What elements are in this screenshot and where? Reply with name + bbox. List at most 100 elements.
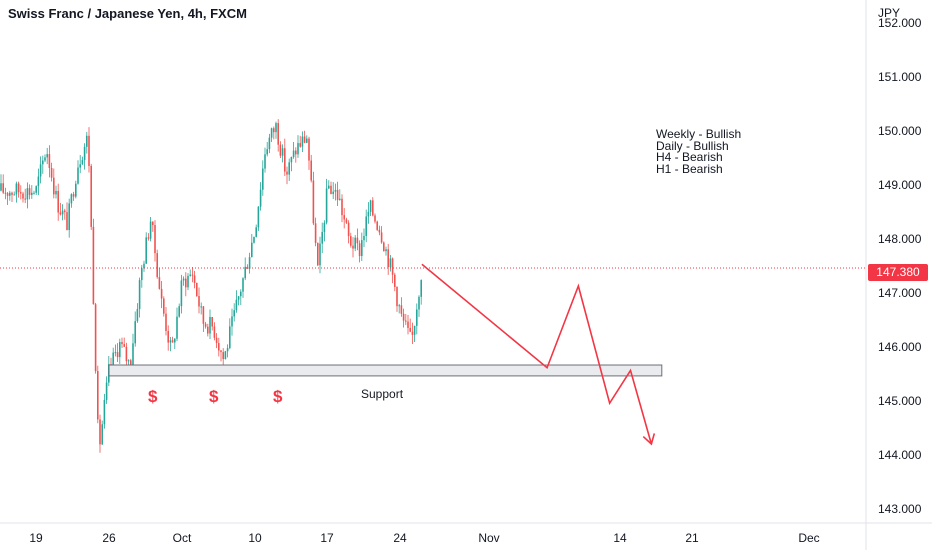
candle-body bbox=[290, 156, 293, 163]
candle-body bbox=[226, 348, 229, 352]
candle-body bbox=[101, 424, 103, 445]
candle-body bbox=[59, 212, 62, 215]
candle-body bbox=[79, 164, 81, 168]
candle-body bbox=[198, 296, 200, 307]
candle-body bbox=[400, 305, 403, 314]
candle-body bbox=[68, 203, 70, 231]
candle-body bbox=[64, 210, 66, 213]
candle-body bbox=[152, 221, 154, 226]
candle-body bbox=[145, 237, 147, 264]
candle-body bbox=[202, 306, 205, 324]
candle-body bbox=[215, 337, 218, 344]
candle-body bbox=[319, 243, 321, 266]
candle-body bbox=[288, 162, 290, 175]
candle-body bbox=[169, 340, 172, 343]
candle-body bbox=[354, 237, 356, 249]
candle-body bbox=[229, 326, 231, 349]
candle-body bbox=[330, 185, 332, 194]
candle-body bbox=[352, 245, 354, 249]
candle-body bbox=[17, 183, 20, 193]
candle-body bbox=[20, 192, 22, 194]
candle-body bbox=[416, 309, 418, 326]
candle-body bbox=[66, 212, 68, 231]
candle-body bbox=[233, 310, 235, 317]
bias-note-h4: H4 - Bearish bbox=[656, 150, 723, 164]
candle-body bbox=[218, 343, 220, 351]
candle-body bbox=[77, 167, 79, 184]
candle-body bbox=[235, 299, 238, 311]
candle-body bbox=[409, 327, 411, 332]
candle-body bbox=[376, 221, 378, 230]
candle-body bbox=[127, 360, 130, 362]
candle-body bbox=[308, 138, 310, 161]
candle-body bbox=[94, 304, 97, 372]
support-zone bbox=[108, 364, 663, 377]
x-tick-label: Oct bbox=[172, 531, 192, 545]
bias-note-daily: Daily - Bullish bbox=[656, 138, 729, 153]
candle-body bbox=[2, 183, 4, 193]
candle-body bbox=[211, 316, 213, 327]
support-marker-1: $ bbox=[148, 387, 158, 406]
candle-body bbox=[240, 291, 242, 297]
candle-body bbox=[92, 226, 95, 305]
candle-body bbox=[314, 223, 317, 243]
candle-body bbox=[369, 200, 372, 212]
candle-body bbox=[347, 222, 350, 237]
candle-body bbox=[22, 193, 24, 199]
candle-body bbox=[277, 123, 279, 145]
candle-body bbox=[42, 160, 44, 165]
candle-body bbox=[270, 128, 273, 138]
candle-body bbox=[204, 323, 207, 327]
candle-body bbox=[167, 330, 169, 343]
candle-body bbox=[343, 215, 345, 220]
candle-body bbox=[325, 188, 328, 223]
candle-body bbox=[149, 221, 152, 239]
candle-body bbox=[328, 185, 330, 189]
candle-body bbox=[182, 278, 185, 281]
candle-body bbox=[262, 168, 264, 190]
x-tick-label: 19 bbox=[29, 531, 43, 545]
candle-body bbox=[174, 338, 176, 343]
y-tick-label: 148.000 bbox=[878, 232, 922, 246]
candle-body bbox=[413, 325, 416, 335]
x-tick-label: 24 bbox=[393, 531, 407, 545]
x-tick-label: 14 bbox=[613, 531, 627, 545]
projection-arrowhead bbox=[642, 433, 656, 446]
candle-body bbox=[103, 399, 106, 425]
candle-body bbox=[275, 123, 277, 133]
candle-body bbox=[24, 198, 26, 200]
x-tick-label: 21 bbox=[685, 531, 699, 545]
candle-body bbox=[207, 326, 209, 334]
candle-body bbox=[143, 263, 145, 269]
candle-body bbox=[402, 313, 405, 321]
candle-body bbox=[33, 192, 35, 194]
y-tick-label: 149.000 bbox=[878, 178, 922, 192]
candle-body bbox=[26, 188, 29, 200]
candle-body bbox=[391, 258, 394, 275]
candle-body bbox=[299, 143, 301, 147]
candle-body bbox=[176, 316, 178, 339]
candle-body bbox=[37, 176, 40, 187]
candle-body bbox=[156, 253, 158, 278]
candle-body bbox=[123, 344, 125, 347]
candle-body bbox=[378, 229, 381, 233]
candle-body bbox=[394, 274, 396, 287]
candle-body bbox=[411, 331, 414, 335]
candle-body bbox=[279, 144, 282, 156]
candle-body bbox=[61, 210, 64, 215]
last-price-tag: 147.380 bbox=[868, 264, 928, 281]
candle-body bbox=[141, 268, 143, 281]
support-label: Support bbox=[361, 387, 404, 401]
bias-note-h1: H1 - Bearish bbox=[656, 161, 723, 176]
candle-body bbox=[389, 258, 392, 268]
candle-body bbox=[301, 136, 304, 147]
candle-body bbox=[257, 206, 260, 228]
candle-body bbox=[119, 342, 121, 358]
candle-body bbox=[312, 180, 315, 224]
candle-body bbox=[281, 148, 284, 156]
candle-body bbox=[185, 278, 187, 288]
candle-body bbox=[97, 371, 99, 420]
candle-body bbox=[75, 183, 77, 197]
candle-body bbox=[259, 189, 262, 207]
